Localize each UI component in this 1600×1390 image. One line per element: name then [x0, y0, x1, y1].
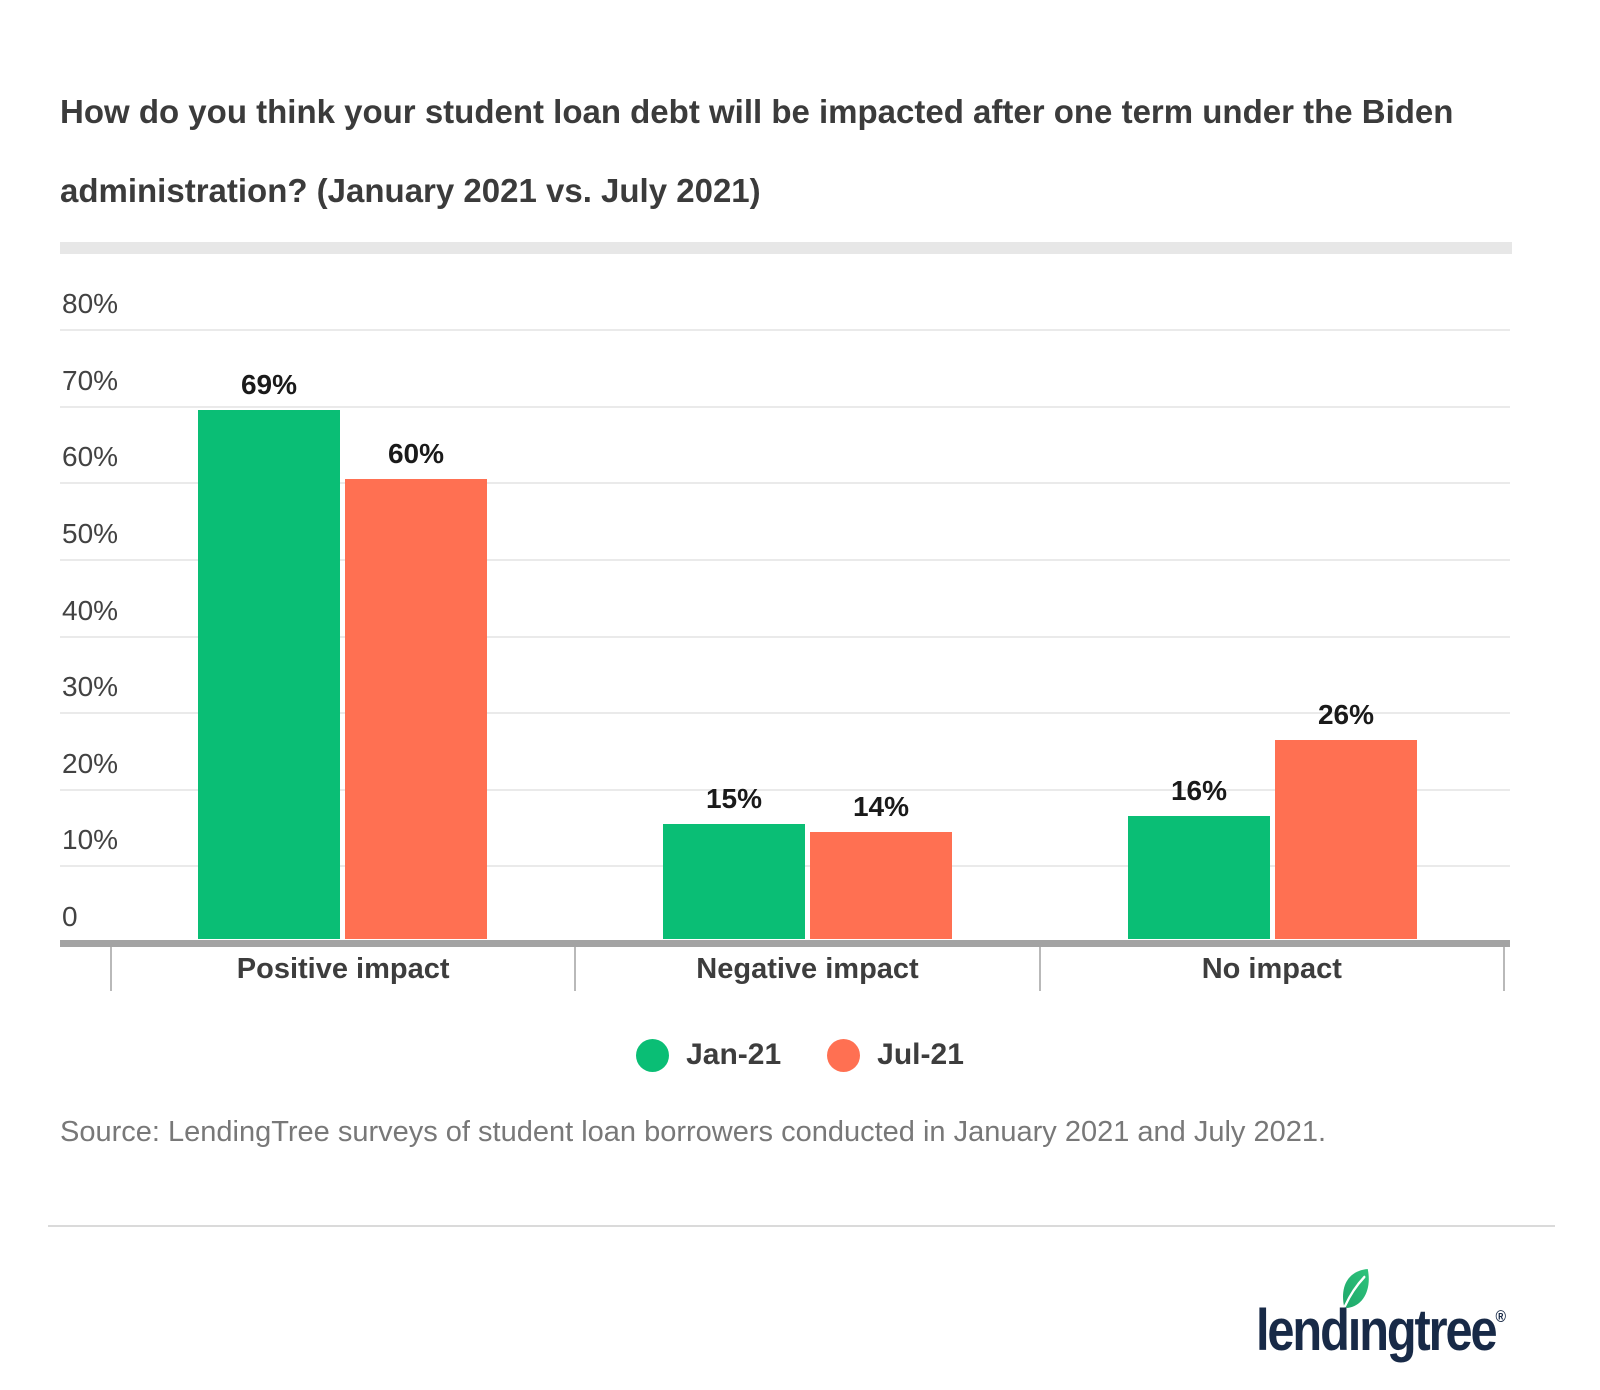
legend-dot-jan-21	[636, 1038, 670, 1072]
x-axis-category-label-negative-impact: Negative impact	[574, 947, 1038, 991]
bar-column-jan-21-no-impact: 16%	[1128, 775, 1270, 939]
bar-group-positive-impact: 69% 60%	[110, 294, 575, 939]
gridline-70	[60, 405, 1510, 408]
y-axis-tick-label-60: 60%	[62, 441, 119, 473]
bar-jan-21-positive-impact	[198, 410, 340, 939]
bar-value-label-jan-21-no-impact: 16%	[1170, 775, 1228, 806]
bar-column-jan-21-positive-impact: 69%	[198, 369, 340, 939]
legend-label-jan-21: Jan-21	[686, 1038, 782, 1071]
bars-layer: 69% 60% 15% 14% 16% 26%	[110, 294, 1505, 939]
bar-jul-21-positive-impact	[345, 479, 487, 939]
bar-column-jan-21-negative-impact: 15%	[663, 783, 805, 939]
gridline-60	[60, 482, 1510, 485]
bar-jul-21-no-impact	[1275, 740, 1417, 939]
bar-jan-21-no-impact	[1128, 816, 1270, 939]
legend-item-jan-21: Jan-21	[636, 1038, 781, 1072]
bar-value-label-jan-21-negative-impact: 15%	[705, 783, 763, 814]
x-axis-category-row: Positive impact Negative impact No impact	[110, 947, 1505, 991]
bar-jul-21-negative-impact	[810, 832, 952, 939]
bar-column-jul-21-no-impact: 26%	[1275, 699, 1417, 939]
gridline-80	[60, 329, 1510, 331]
bar-group-no-impact: 16% 26%	[1040, 294, 1505, 939]
lendingtree-logo: lend ıngtree®	[1256, 1269, 1554, 1360]
y-axis-tick-label-20: 20%	[62, 747, 119, 779]
gridline-20	[60, 788, 1510, 791]
y-axis-tick-label-40: 40%	[62, 594, 119, 626]
legend-item-jul-21: Jul-21	[827, 1038, 964, 1072]
bar-value-label-jul-21-positive-impact: 60%	[387, 438, 445, 469]
bar-jan-21-negative-impact	[663, 824, 805, 939]
bar-value-label-jul-21-no-impact: 26%	[1317, 699, 1375, 730]
y-axis-tick-label-70: 70%	[62, 364, 119, 396]
chart-title-line2: administration? (January 2021 vs. July 2…	[60, 172, 761, 209]
x-axis-category-label-positive-impact: Positive impact	[110, 947, 574, 991]
chart-title-line1: How do you think your student loan debt …	[60, 93, 1454, 130]
leaf-icon	[1343, 1269, 1369, 1308]
gridline-40	[60, 635, 1510, 638]
bar-group-negative-impact: 15% 14%	[575, 294, 1040, 939]
plot-area: 69% 60% 15% 14% 16% 26% Positive impact Negati…	[60, 288, 1510, 991]
footer-divider	[48, 1225, 1555, 1227]
bar-value-label-jan-21-positive-impact: 69%	[240, 369, 298, 400]
chart-title: How do you think your student loan debt …	[60, 72, 1520, 230]
bar-column-jul-21-positive-impact: 60%	[345, 438, 487, 939]
registered-trademark: ®	[1495, 1307, 1507, 1326]
chart-legend: Jan-21 Jul-21	[0, 1038, 1600, 1072]
x-axis-baseline	[60, 940, 1510, 947]
legend-label-jul-21: Jul-21	[877, 1038, 964, 1071]
source-note: Source: LendingTree surveys of student l…	[60, 1116, 1327, 1148]
lendingtree-logo-text: lend ıngtree®	[1256, 1269, 1507, 1360]
y-axis-tick-label-0: 0	[62, 901, 78, 932]
title-divider-bar	[60, 242, 1512, 254]
y-axis-tick-label-50: 50%	[62, 517, 119, 549]
y-axis-tick-label-10: 10%	[62, 824, 119, 856]
bar-value-label-jul-21-negative-impact: 14%	[852, 791, 910, 822]
gridline-50	[60, 558, 1510, 561]
legend-dot-jul-21	[827, 1038, 861, 1072]
y-axis-tick-label-30: 30%	[62, 671, 119, 703]
bar-column-jul-21-negative-impact: 14%	[810, 791, 952, 939]
x-axis-category-label-no-impact: No impact	[1038, 947, 1505, 991]
gridline-30	[60, 712, 1510, 715]
y-axis-tick-label-80: 80%	[62, 288, 119, 319]
